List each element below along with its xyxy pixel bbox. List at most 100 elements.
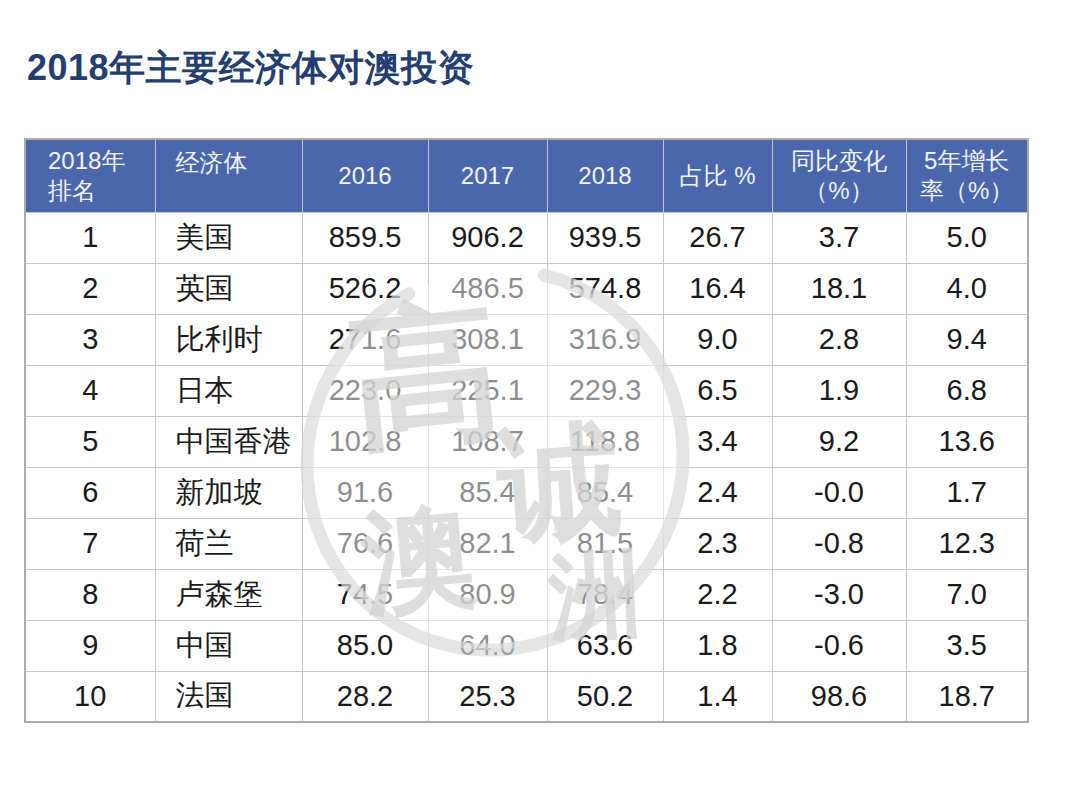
cell-share: 1.8 (663, 620, 772, 671)
table-row: 2 英国 526.2 486.5 574.8 16.4 18.1 4.0 (25, 263, 1028, 314)
cell-economy: 日本 (155, 365, 302, 416)
cell-share: 26.7 (663, 212, 772, 263)
cell-5yr-growth: 7.0 (906, 569, 1028, 620)
cell-2016: 28.2 (302, 671, 428, 722)
cell-rank: 10 (25, 671, 155, 722)
cell-yoy-change: 98.6 (772, 671, 906, 722)
slide-canvas: 2018年主要经济体对澳投资 2018年 排名 经济体 2016 2017 20… (0, 0, 1067, 787)
cell-yoy-change: -0.0 (772, 467, 906, 518)
cell-economy: 美国 (155, 212, 302, 263)
cell-share: 2.2 (663, 569, 772, 620)
cell-economy: 法国 (155, 671, 302, 722)
cell-5yr-growth: 6.8 (906, 365, 1028, 416)
cell-2016: 102.8 (302, 416, 428, 467)
cell-2016: 526.2 (302, 263, 428, 314)
page-title: 2018年主要经济体对澳投资 (27, 44, 474, 93)
col-header-share: 占比 % (663, 139, 772, 212)
col-header-2017: 2017 (428, 139, 547, 212)
table-header-row: 2018年 排名 经济体 2016 2017 2018 占比 % 同比变化 （%… (25, 139, 1028, 212)
cell-share: 2.4 (663, 467, 772, 518)
cell-rank: 3 (25, 314, 155, 365)
cell-yoy-change: -3.0 (772, 569, 906, 620)
cell-2016: 859.5 (302, 212, 428, 263)
cell-2016: 91.6 (302, 467, 428, 518)
col-header-5yr-growth: 5年增长 率（%） (906, 139, 1028, 212)
cell-5yr-growth: 3.5 (906, 620, 1028, 671)
cell-2018: 50.2 (547, 671, 663, 722)
cell-2018: 316.9 (547, 314, 663, 365)
table-row: 1 美国 859.5 906.2 939.5 26.7 3.7 5.0 (25, 212, 1028, 263)
cell-2016: 74.5 (302, 569, 428, 620)
cell-rank: 1 (25, 212, 155, 263)
cell-2017: 308.1 (428, 314, 547, 365)
cell-rank: 9 (25, 620, 155, 671)
cell-5yr-growth: 13.6 (906, 416, 1028, 467)
cell-5yr-growth: 5.0 (906, 212, 1028, 263)
cell-2016: 271.6 (302, 314, 428, 365)
cell-2018: 118.8 (547, 416, 663, 467)
cell-economy: 中国 (155, 620, 302, 671)
cell-economy: 卢森堡 (155, 569, 302, 620)
cell-2018: 63.6 (547, 620, 663, 671)
cell-2018: 78.4 (547, 569, 663, 620)
cell-yoy-change: 9.2 (772, 416, 906, 467)
cell-2017: 486.5 (428, 263, 547, 314)
cell-share: 9.0 (663, 314, 772, 365)
cell-rank: 6 (25, 467, 155, 518)
cell-2017: 25.3 (428, 671, 547, 722)
cell-economy: 荷兰 (155, 518, 302, 569)
cell-2016: 85.0 (302, 620, 428, 671)
cell-2017: 108.7 (428, 416, 547, 467)
cell-rank: 4 (25, 365, 155, 416)
cell-rank: 8 (25, 569, 155, 620)
cell-share: 16.4 (663, 263, 772, 314)
cell-5yr-growth: 1.7 (906, 467, 1028, 518)
cell-yoy-change: 1.9 (772, 365, 906, 416)
table-row: 6 新加坡 91.6 85.4 85.4 2.4 -0.0 1.7 (25, 467, 1028, 518)
cell-share: 1.4 (663, 671, 772, 722)
table-row: 9 中国 85.0 64.0 63.6 1.8 -0.6 3.5 (25, 620, 1028, 671)
table-row: 10 法国 28.2 25.3 50.2 1.4 98.6 18.7 (25, 671, 1028, 722)
cell-2017: 906.2 (428, 212, 547, 263)
table-row: 5 中国香港 102.8 108.7 118.8 3.4 9.2 13.6 (25, 416, 1028, 467)
cell-5yr-growth: 12.3 (906, 518, 1028, 569)
cell-2018: 574.8 (547, 263, 663, 314)
cell-2017: 64.0 (428, 620, 547, 671)
col-header-2018: 2018 (547, 139, 663, 212)
cell-2018: 939.5 (547, 212, 663, 263)
investment-table: 2018年 排名 经济体 2016 2017 2018 占比 % 同比变化 （%… (24, 138, 1029, 723)
cell-5yr-growth: 4.0 (906, 263, 1028, 314)
table-row: 3 比利时 271.6 308.1 316.9 9.0 2.8 9.4 (25, 314, 1028, 365)
cell-economy: 新加坡 (155, 467, 302, 518)
cell-2017: 80.9 (428, 569, 547, 620)
cell-share: 3.4 (663, 416, 772, 467)
cell-rank: 5 (25, 416, 155, 467)
col-header-rank: 2018年 排名 (25, 139, 155, 212)
cell-economy: 比利时 (155, 314, 302, 365)
cell-economy: 英国 (155, 263, 302, 314)
cell-2016: 223.0 (302, 365, 428, 416)
cell-yoy-change: 3.7 (772, 212, 906, 263)
cell-5yr-growth: 9.4 (906, 314, 1028, 365)
table-row: 7 荷兰 76.6 82.1 81.5 2.3 -0.8 12.3 (25, 518, 1028, 569)
cell-2018: 85.4 (547, 467, 663, 518)
cell-5yr-growth: 18.7 (906, 671, 1028, 722)
cell-yoy-change: -0.6 (772, 620, 906, 671)
cell-economy: 中国香港 (155, 416, 302, 467)
cell-yoy-change: -0.8 (772, 518, 906, 569)
col-header-economy: 经济体 (155, 139, 302, 212)
cell-yoy-change: 2.8 (772, 314, 906, 365)
cell-share: 2.3 (663, 518, 772, 569)
cell-2017: 85.4 (428, 467, 547, 518)
table-row: 8 卢森堡 74.5 80.9 78.4 2.2 -3.0 7.0 (25, 569, 1028, 620)
col-header-2016: 2016 (302, 139, 428, 212)
cell-2018: 229.3 (547, 365, 663, 416)
cell-share: 6.5 (663, 365, 772, 416)
cell-rank: 2 (25, 263, 155, 314)
cell-2017: 82.1 (428, 518, 547, 569)
col-header-yoy-change: 同比变化 （%） (772, 139, 906, 212)
cell-yoy-change: 18.1 (772, 263, 906, 314)
cell-rank: 7 (25, 518, 155, 569)
cell-2017: 225.1 (428, 365, 547, 416)
cell-2016: 76.6 (302, 518, 428, 569)
